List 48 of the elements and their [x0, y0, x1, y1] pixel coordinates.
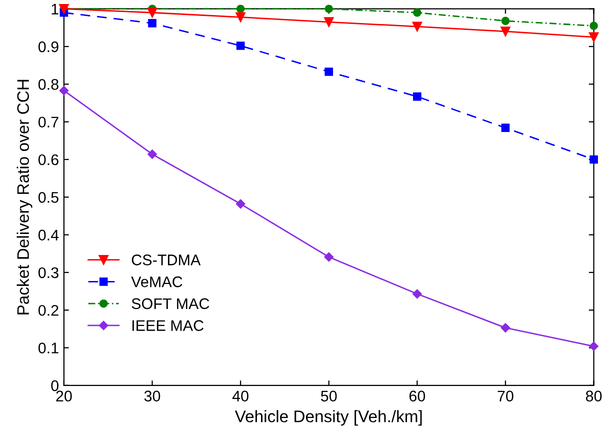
x-tick-label: 80	[586, 390, 602, 402]
point	[501, 124, 510, 132]
legend-label: VeMAC	[131, 276, 182, 288]
point	[324, 4, 334, 14]
y-tick-label: 0.1	[38, 342, 58, 354]
x-tick-label: 30	[144, 390, 160, 402]
point	[236, 199, 246, 209]
point	[500, 323, 510, 332]
y-tick-label: 0.5	[38, 192, 58, 203]
legend-label: SOFT MAC	[132, 298, 210, 310]
x-tick-label: 20	[56, 390, 72, 402]
point	[236, 12, 246, 22]
point	[324, 68, 334, 76]
point	[236, 4, 245, 14]
point	[147, 8, 158, 18]
x-tick-label: 60	[409, 390, 426, 402]
y-tick-label: 1	[52, 4, 58, 14]
point	[500, 26, 510, 36]
point	[588, 32, 599, 42]
x-tick-label: 70	[498, 390, 514, 402]
y-axis-title: Packet Delivery Ratio over CCH	[16, 80, 32, 314]
y-tick-label: 0.3	[38, 267, 58, 278]
y-tick-label: 0.9	[38, 41, 58, 52]
point	[324, 252, 334, 262]
y-tick-label: 0	[51, 380, 58, 392]
point	[59, 86, 69, 96]
x-axis-title: Vehicle Density [Veh./km]	[234, 410, 422, 426]
y-tick-label: 0.8	[38, 79, 58, 90]
point	[590, 155, 598, 164]
point	[324, 17, 334, 27]
point	[501, 16, 510, 26]
point	[590, 22, 598, 30]
y-tick-label: 0.2	[38, 304, 58, 316]
point	[148, 19, 156, 28]
point	[413, 92, 422, 101]
point	[148, 150, 157, 159]
point	[413, 8, 422, 17]
point	[236, 42, 245, 50]
point	[412, 289, 422, 299]
y-tick-label: 0.7	[38, 116, 58, 128]
point	[589, 342, 598, 351]
y-tick-label: 0.4	[38, 230, 59, 240]
legend-label: CS-TDMA	[132, 254, 201, 266]
legend-label: IEEE MAC	[132, 320, 204, 331]
point	[412, 22, 422, 32]
x-tick-label: 40	[232, 390, 248, 402]
y-tick-label: 0.6	[38, 154, 58, 166]
x-tick-label: 50	[320, 390, 337, 402]
